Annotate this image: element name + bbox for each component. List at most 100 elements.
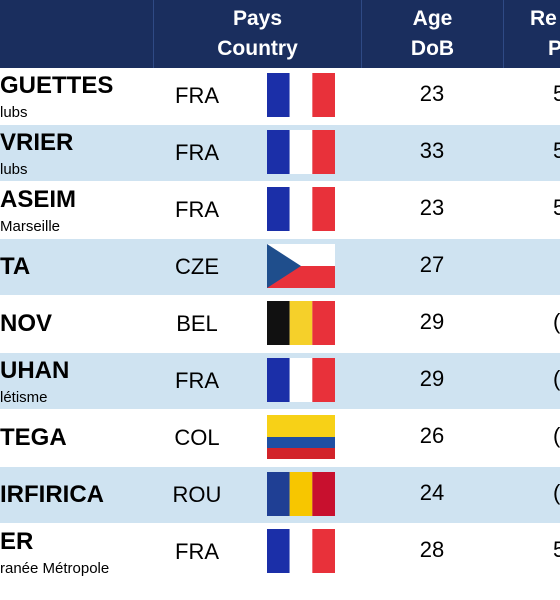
athlete-name: UHAN bbox=[0, 357, 70, 384]
athlete-age: 27 bbox=[419, 252, 445, 277]
table-row: TEGA COL 26 ( bbox=[0, 410, 560, 466]
country-code: FRA bbox=[175, 368, 219, 393]
country-flag-icon bbox=[267, 187, 335, 231]
athlete-club: lubs bbox=[0, 104, 28, 121]
flag-stripe bbox=[289, 187, 313, 231]
row-divider bbox=[0, 295, 560, 296]
flag-stripe bbox=[289, 73, 313, 117]
country-flag-icon bbox=[267, 244, 335, 288]
athlete-record: ( bbox=[553, 480, 560, 505]
country-code: COL bbox=[174, 425, 220, 450]
flag-stripe bbox=[267, 415, 335, 437]
athlete-age: 29 bbox=[419, 366, 445, 391]
country-code: FRA bbox=[175, 140, 219, 165]
flag-triangle bbox=[267, 244, 301, 288]
header-age: Age DoB bbox=[362, 0, 503, 68]
flag-stripe bbox=[312, 529, 335, 573]
header-divider bbox=[361, 0, 362, 68]
table-row: IRFIRICA ROU 24 ( bbox=[0, 467, 560, 523]
athlete-age: 29 bbox=[419, 309, 445, 334]
flag-stripe bbox=[312, 187, 335, 231]
table-row: NOV BEL 29 ( bbox=[0, 296, 560, 352]
flag-stripe bbox=[267, 301, 290, 345]
header-country: Pays Country bbox=[154, 0, 361, 68]
athlete-record: ( bbox=[553, 366, 560, 391]
row-divider bbox=[0, 352, 560, 353]
athlete-name: NOV bbox=[0, 310, 53, 337]
athlete-name: ASEIM bbox=[0, 186, 77, 213]
table-header: Pays Country Age DoB Re P bbox=[0, 0, 560, 68]
flag-stripe bbox=[267, 472, 290, 516]
table-row: ER ranée Métropole FRA 28 5 bbox=[0, 524, 560, 580]
country-code: FRA bbox=[175, 197, 219, 222]
country-flag-icon bbox=[267, 301, 335, 345]
athlete-club: létisme bbox=[0, 389, 48, 406]
country-code: FRA bbox=[175, 83, 219, 108]
athlete-record: ( bbox=[553, 423, 560, 448]
header-age-en: DoB bbox=[410, 37, 455, 60]
flag-stripe bbox=[267, 529, 290, 573]
flag-stripe bbox=[267, 448, 335, 459]
athlete-name: VRIER bbox=[0, 129, 74, 156]
header-cut-en: P bbox=[548, 37, 560, 60]
row-divider bbox=[0, 238, 560, 239]
athlete-name: TA bbox=[0, 253, 31, 280]
athlete-age: 23 bbox=[419, 81, 445, 106]
table-row: UHAN létisme FRA 29 ( bbox=[0, 353, 560, 409]
athlete-age: 23 bbox=[419, 195, 445, 220]
flag-stripe bbox=[312, 301, 335, 345]
athlete-club: Marseille bbox=[0, 218, 61, 235]
athlete-age: 26 bbox=[419, 423, 445, 448]
row-divider bbox=[0, 466, 560, 467]
country-flag-icon bbox=[267, 73, 335, 117]
header-cut-fr: Re bbox=[530, 7, 557, 30]
flag-stripe bbox=[312, 358, 335, 402]
row-divider bbox=[0, 124, 560, 125]
header-cut: Re P bbox=[504, 0, 560, 68]
flag-stripe bbox=[267, 130, 290, 174]
athlete-name: GUETTES bbox=[0, 72, 114, 99]
country-flag-icon bbox=[267, 130, 335, 174]
athlete-age: 33 bbox=[419, 138, 445, 163]
athlete-name: ER bbox=[0, 528, 34, 555]
athlete-record: 5 bbox=[553, 138, 560, 163]
athlete-club: lubs bbox=[0, 161, 28, 178]
header-country-en: Country bbox=[217, 37, 298, 60]
athlete-name: TEGA bbox=[0, 424, 67, 451]
athlete-record: 5 bbox=[553, 81, 560, 106]
athlete-record: ( bbox=[553, 309, 560, 334]
flag-stripe bbox=[289, 358, 313, 402]
flag-stripe bbox=[312, 472, 335, 516]
flag-stripe bbox=[289, 301, 313, 345]
athlete-name: IRFIRICA bbox=[0, 481, 104, 508]
header-divider bbox=[153, 0, 154, 68]
row-divider bbox=[0, 409, 560, 410]
athlete-age: 24 bbox=[419, 480, 445, 505]
country-code: CZE bbox=[175, 254, 219, 279]
country-code: FRA bbox=[175, 539, 219, 564]
row-divider bbox=[0, 181, 560, 182]
flag-stripe bbox=[289, 529, 313, 573]
row-divider bbox=[0, 523, 560, 524]
country-flag-icon bbox=[267, 358, 335, 402]
table-row: TA CZE 27 bbox=[0, 239, 560, 295]
athlete-age: 28 bbox=[419, 537, 445, 562]
flag-stripe bbox=[267, 358, 290, 402]
country-code: ROU bbox=[172, 482, 222, 507]
country-code: BEL bbox=[176, 311, 218, 336]
flag-stripe bbox=[312, 73, 335, 117]
flag-stripe bbox=[312, 130, 335, 174]
flag-stripe bbox=[289, 130, 313, 174]
athlete-record: 5 bbox=[553, 195, 560, 220]
row-divider bbox=[0, 580, 560, 581]
country-flag-icon bbox=[267, 529, 335, 573]
header-country-fr: Pays bbox=[232, 7, 283, 30]
flag-stripe bbox=[267, 73, 290, 117]
table-row: VRIER lubs FRA 33 5 bbox=[0, 125, 560, 181]
header-age-fr: Age bbox=[412, 7, 453, 30]
athlete-club: ranée Métropole bbox=[0, 560, 110, 577]
country-flag-icon bbox=[267, 415, 335, 459]
table-row: GUETTES lubs FRA 23 5 bbox=[0, 68, 560, 124]
flag-stripe bbox=[267, 187, 290, 231]
flag-stripe bbox=[267, 437, 335, 448]
